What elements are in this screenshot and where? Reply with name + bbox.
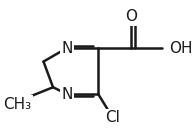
Text: OH: OH: [169, 41, 193, 55]
Text: N: N: [61, 41, 73, 55]
Text: N: N: [61, 87, 73, 102]
Text: O: O: [125, 9, 137, 24]
Text: Cl: Cl: [105, 110, 120, 125]
Text: CH₃: CH₃: [3, 97, 32, 112]
